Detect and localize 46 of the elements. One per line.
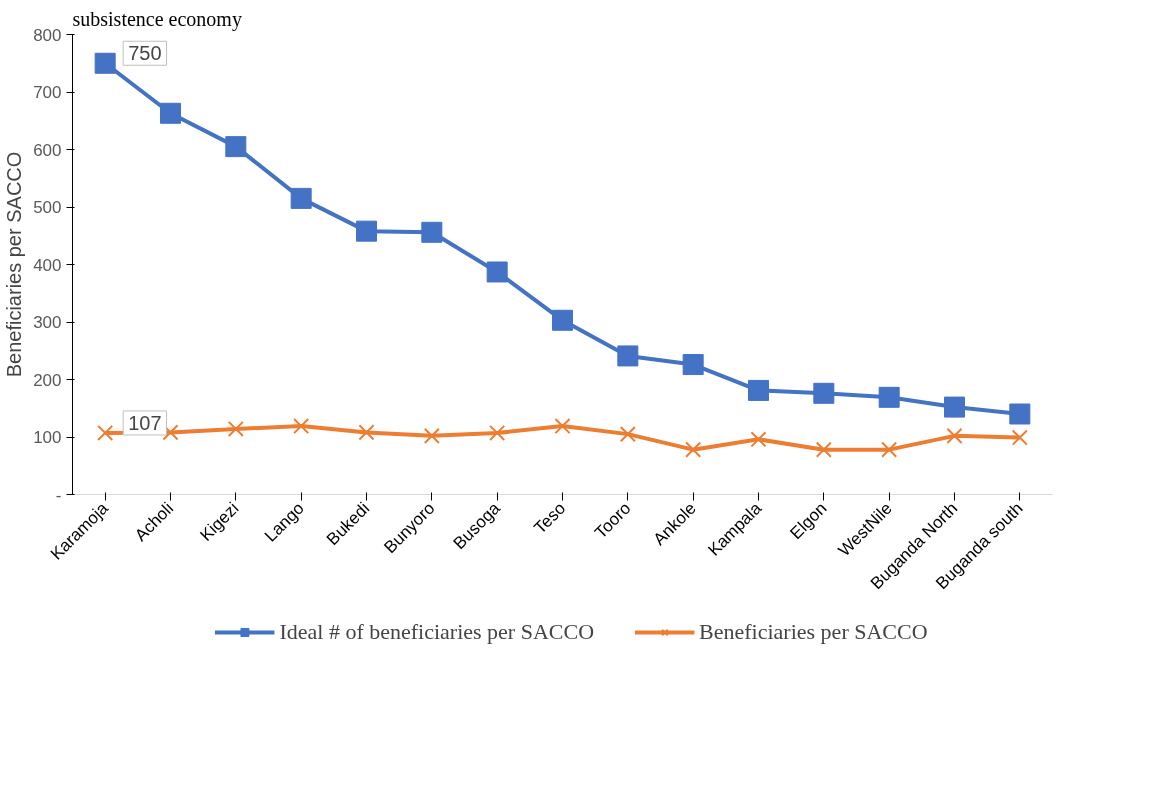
point: [489, 424, 506, 442]
data-label: 107: [128, 411, 162, 434]
point: [1011, 429, 1028, 446]
point: [486, 261, 508, 283]
point: [552, 309, 573, 331]
y-tick-label: 700: [33, 83, 62, 102]
point: [878, 386, 900, 408]
point: [748, 379, 769, 401]
point: [227, 420, 244, 438]
point: [423, 427, 440, 444]
point: [94, 52, 116, 74]
point: [97, 424, 114, 442]
y-tick-label: 200: [33, 370, 62, 390]
point: [619, 426, 636, 443]
point: [225, 136, 247, 158]
point: [290, 187, 312, 209]
point: [160, 102, 181, 124]
point: [617, 345, 639, 367]
point: [293, 418, 310, 435]
point: [358, 424, 375, 441]
legend-label: Ideal # of beneficiaries per SACCO: [279, 619, 595, 645]
legend-label: Beneficiaries per SACCO: [699, 619, 928, 645]
point: [421, 221, 443, 243]
x-tick-label: Teso: [530, 498, 570, 538]
y-tick-label: 800: [33, 25, 62, 45]
point: [750, 431, 767, 448]
y-axis-title: Beneficiaries per SACCO: [3, 151, 26, 378]
y-tick-label: 500: [33, 198, 62, 217]
y-tick-label: 300: [33, 313, 62, 332]
point: [162, 424, 179, 441]
point: [554, 418, 571, 435]
point: [815, 441, 832, 458]
chart-title: subsistence economy: [72, 7, 242, 31]
point: [813, 382, 835, 404]
point: [946, 427, 963, 444]
point: [685, 441, 702, 458]
point: [944, 396, 965, 418]
y-tick-label: 400: [33, 255, 62, 275]
data-label: 750: [128, 42, 162, 65]
point: [1009, 403, 1031, 425]
point: [682, 354, 704, 376]
point: [881, 441, 898, 458]
y-tick-label: 600: [33, 140, 62, 160]
y-tick-label: -: [55, 485, 62, 505]
point: [356, 220, 377, 242]
y-tick-label: 100: [33, 428, 62, 447]
